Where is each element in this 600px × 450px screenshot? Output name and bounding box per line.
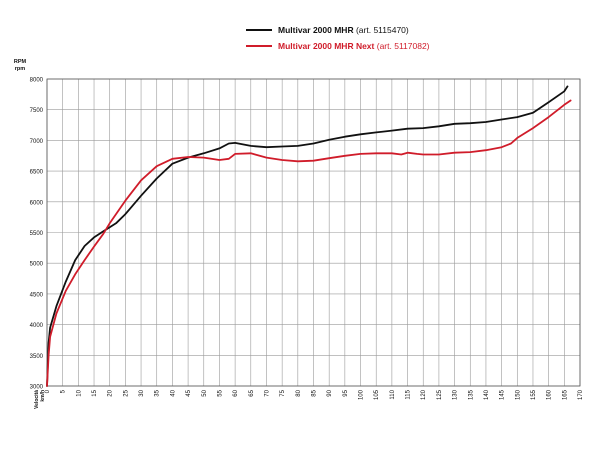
x-tick-label: 5 [61, 389, 67, 393]
series-lines [46, 85, 572, 387]
x-tick-label: 160 [547, 389, 553, 400]
x-tick-label: 115 [406, 389, 412, 399]
y-tick-label: 7000 [30, 139, 44, 145]
x-tick-label: 70 [264, 389, 270, 396]
y-tick-label: 4000 [30, 323, 44, 329]
x-tick-label: 165 [562, 389, 568, 400]
series-line-1 [46, 85, 569, 387]
x-tick-label: 80 [296, 389, 302, 396]
x-tick-label: 55 [217, 389, 223, 396]
axis-labels: 3000350040004500500055006000650070007500… [14, 59, 584, 409]
x-tick-label: 25 [123, 389, 129, 396]
y-tick-label: 7500 [30, 108, 44, 114]
legend-article-number: (art. 5117082) [376, 41, 430, 51]
y-axis-label: RPM [14, 59, 27, 65]
x-tick-label: 150 [515, 389, 521, 400]
y-tick-label: 6500 [30, 170, 44, 176]
x-tick-label: 0 [45, 389, 51, 393]
x-tick-label: 140 [484, 389, 490, 400]
legend-item-multivar-2000-mhr: Multivar 2000 MHR (art. 5115470) [246, 22, 430, 38]
x-tick-label: 100 [359, 389, 365, 400]
y-tick-label: 5000 [30, 262, 44, 268]
x-tick-label: 75 [280, 389, 286, 396]
legend-article-number: (art. 5115470) [355, 25, 409, 35]
x-tick-label: 60 [233, 389, 239, 396]
x-tick-label: 85 [312, 389, 318, 396]
x-tick-label: 10 [76, 389, 82, 396]
x-tick-label: 45 [186, 389, 192, 396]
legend-swatch-black [246, 29, 272, 31]
legend: Multivar 2000 MHR (art. 5115470) Multiva… [246, 22, 430, 54]
x-tick-label: 135 [468, 389, 474, 400]
y-tick-label: 3500 [30, 354, 44, 360]
series-line-2 [46, 99, 572, 387]
x-tick-label: 145 [500, 389, 506, 400]
x-tick-label: 65 [249, 389, 255, 396]
x-tick-label: 90 [327, 389, 333, 396]
legend-series-name: Multivar 2000 MHR [278, 25, 354, 35]
x-tick-label: 40 [170, 389, 176, 396]
x-tick-label: 130 [453, 389, 459, 400]
x-axis-label: Velocità [34, 390, 40, 409]
x-tick-label: 35 [155, 389, 161, 396]
x-tick-label: 30 [139, 389, 145, 396]
x-tick-label: 155 [531, 389, 537, 400]
legend-series-name: Multivar 2000 MHR Next [278, 41, 375, 51]
x-tick-label: 105 [374, 389, 380, 400]
y-tick-label: 3000 [30, 385, 44, 391]
y-axis-unit: rpm [15, 66, 26, 72]
x-tick-label: 110 [390, 389, 396, 399]
x-tick-label: 95 [343, 389, 349, 396]
x-tick-label: 170 [578, 389, 584, 400]
x-axis-unit: km/h [40, 390, 46, 402]
y-tick-label: 5500 [30, 231, 44, 237]
legend-swatch-red [246, 45, 272, 47]
y-tick-label: 4500 [30, 292, 44, 298]
x-tick-label: 120 [421, 389, 427, 400]
grid [46, 78, 581, 387]
x-tick-label: 15 [92, 389, 98, 396]
y-tick-label: 6000 [30, 200, 44, 206]
legend-item-multivar-2000-mhr-next: Multivar 2000 MHR Next (art. 5117082) [246, 38, 430, 54]
plot-frame [46, 78, 581, 387]
axes [46, 78, 581, 387]
x-tick-label: 125 [437, 389, 443, 400]
y-tick-label: 8000 [30, 78, 44, 84]
x-tick-label: 50 [202, 389, 208, 396]
x-tick-label: 20 [108, 389, 114, 396]
